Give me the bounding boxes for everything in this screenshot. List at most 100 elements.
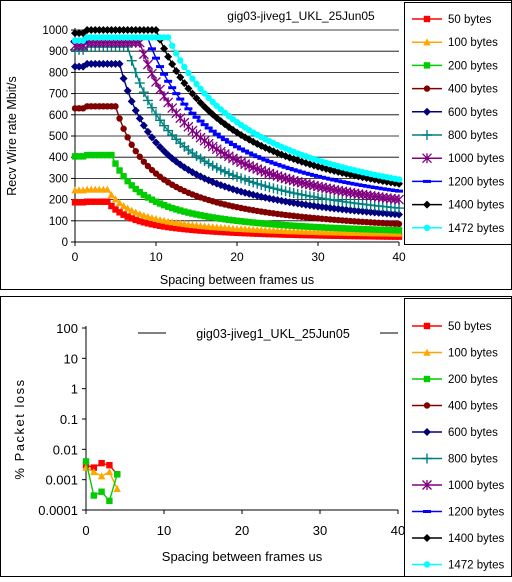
data-point [136, 210, 144, 218]
data-point [290, 231, 297, 239]
data-point [180, 102, 189, 106]
legend-marker [423, 15, 431, 23]
data-point [338, 180, 347, 184]
y-tick-label: 700 [49, 89, 68, 101]
y-tick-label: 300 [49, 173, 68, 185]
data-point [115, 198, 124, 206]
data-point [197, 85, 204, 93]
y-tick-label: 0.0001 [38, 503, 78, 518]
data-point [189, 210, 196, 217]
data-point [188, 111, 197, 115]
data-point [346, 181, 355, 185]
data-point [294, 231, 301, 239]
data-point [83, 151, 91, 159]
data-point [107, 26, 116, 34]
legend-label: 100 bytes [448, 348, 498, 360]
data-point [88, 198, 95, 205]
y-tick-label: 0.1 [60, 412, 78, 427]
data-point [144, 162, 152, 170]
data-point [111, 26, 120, 34]
data-point [262, 220, 269, 227]
data-point [306, 232, 314, 239]
data-point [236, 173, 247, 184]
data-point [351, 232, 358, 240]
data-point [265, 160, 274, 164]
legend-entry-1000-bytes: 1000 bytes [412, 480, 505, 492]
data-point [116, 209, 123, 216]
data-point [147, 26, 156, 34]
data-point [144, 212, 152, 220]
data-point [136, 188, 143, 196]
data-point [134, 78, 145, 89]
y-tick-label: 500 [49, 131, 68, 143]
data-point [79, 199, 87, 206]
legend-entry-600-bytes: 600 bytes [412, 107, 498, 119]
data-point [181, 63, 188, 71]
data-point [92, 198, 99, 205]
data-point [140, 158, 148, 165]
legend-entry-200-bytes: 200 bytes [412, 374, 498, 386]
data-point [221, 228, 229, 236]
legend-label: 50 bytes [448, 321, 492, 333]
data-point [294, 222, 301, 230]
data-point [95, 26, 104, 34]
data-point [164, 223, 172, 231]
data-point [112, 206, 119, 213]
data-point [103, 185, 112, 193]
data-point [268, 183, 279, 194]
data-point [106, 461, 113, 469]
data-point [229, 217, 237, 224]
y-tick-label: 100 [49, 216, 68, 228]
legend-marker [423, 107, 431, 116]
data-point [148, 221, 156, 228]
x-axis-label: Spacing between frames us [160, 273, 314, 287]
data-point [146, 102, 157, 113]
data-point [310, 232, 318, 239]
data-point [248, 177, 259, 188]
y-tick-label: 200 [49, 195, 68, 207]
y-tick-label: 0.01 [53, 442, 78, 457]
data-point [355, 225, 362, 233]
data-point [105, 468, 114, 476]
data-point [160, 201, 168, 209]
data-point [131, 26, 140, 34]
series-1472-bytes [71, 34, 403, 183]
data-point [276, 185, 287, 196]
data-point [136, 153, 143, 160]
data-point [244, 176, 255, 187]
data-point [75, 153, 83, 160]
data-point [374, 186, 383, 190]
data-point [83, 26, 92, 34]
data-point [225, 216, 233, 223]
data-point [71, 62, 79, 71]
legend-label: 100 bytes [448, 37, 498, 49]
data-point [173, 206, 180, 213]
data-point [289, 168, 298, 172]
data-point [203, 158, 214, 169]
data-point [111, 195, 120, 203]
data-point [199, 156, 210, 167]
data-point [270, 231, 277, 238]
data-point [302, 231, 310, 239]
x-tick-label: 40 [392, 250, 406, 264]
data-point [197, 212, 204, 219]
chart-title: gig03-jiveg1_UKL_25Jun05 [227, 9, 375, 23]
data-point [386, 188, 395, 192]
data-point [128, 141, 135, 148]
data-point [367, 233, 374, 240]
data-point [245, 218, 253, 226]
legend-marker [423, 62, 431, 69]
data-point [305, 172, 314, 176]
legend-label: 200 bytes [448, 60, 498, 72]
x-tick-label: 30 [313, 523, 327, 538]
data-point [254, 230, 261, 237]
data-point [209, 228, 216, 235]
data-point [71, 153, 79, 160]
series-200-bytes [82, 458, 121, 505]
data-point [201, 212, 208, 220]
data-point [350, 182, 359, 186]
legend-label: 600 bytes [448, 427, 498, 439]
data-point [359, 233, 366, 240]
